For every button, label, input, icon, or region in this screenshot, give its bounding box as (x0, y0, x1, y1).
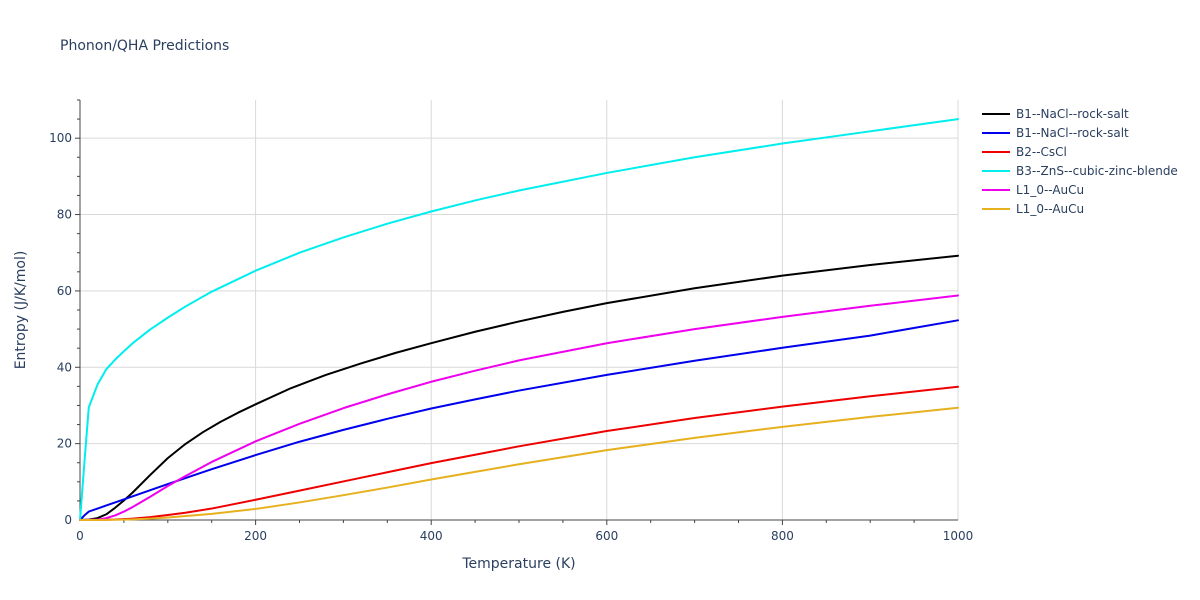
legend-label-2[interactable]: B1--NaCl--rock-salt (1016, 126, 1129, 140)
x-tick-label: 800 (771, 529, 794, 543)
plot-series (79, 118, 959, 521)
x-tick-label: 1000 (943, 529, 974, 543)
x-tick-label: 400 (420, 529, 443, 543)
y-tick-label: 100 (49, 131, 72, 145)
series-line-2 (79, 319, 959, 521)
legend-label-4[interactable]: B3--ZnS--cubic-zinc-blende (1016, 164, 1178, 178)
series-line-3 (79, 385, 959, 521)
x-tick-label: 200 (244, 529, 267, 543)
x-tick-label: 0 (76, 529, 84, 543)
legend[interactable]: B1--NaCl--rock-salt B1--NaCl--rock-salt B2… (982, 107, 1178, 216)
series-line-4 (79, 118, 959, 521)
x-axis-title: Temperature (K) (461, 556, 575, 572)
chart-title: Phonon/QHA Predictions (60, 38, 229, 54)
legend-label-5[interactable]: L1_0--AuCu (1016, 183, 1084, 197)
y-tick-label: 40 (57, 360, 72, 374)
legend-label-3[interactable]: B2--CsCl (1016, 145, 1067, 159)
series-line-1 (79, 254, 959, 521)
legend-label-1[interactable]: B1--NaCl--rock-salt (1016, 107, 1129, 121)
y-tick-label: 0 (64, 513, 72, 527)
y-tick-label: 60 (57, 284, 72, 298)
axes (75, 99, 958, 525)
legend-label-6[interactable]: L1_0--AuCu (1016, 202, 1084, 216)
x-tick-label: 600 (595, 529, 618, 543)
grid-lines (80, 100, 959, 520)
y-axis-ticks: 0 20 40 60 80 100 (49, 131, 72, 527)
y-tick-label: 80 (57, 208, 72, 222)
x-axis-ticks: 0 200 400 600 800 1000 (76, 529, 973, 543)
y-tick-label: 20 (57, 437, 72, 451)
series-line-6 (79, 406, 959, 521)
y-axis-title: Entropy (J/K/mol) (13, 251, 29, 370)
series-line-5 (79, 294, 959, 521)
